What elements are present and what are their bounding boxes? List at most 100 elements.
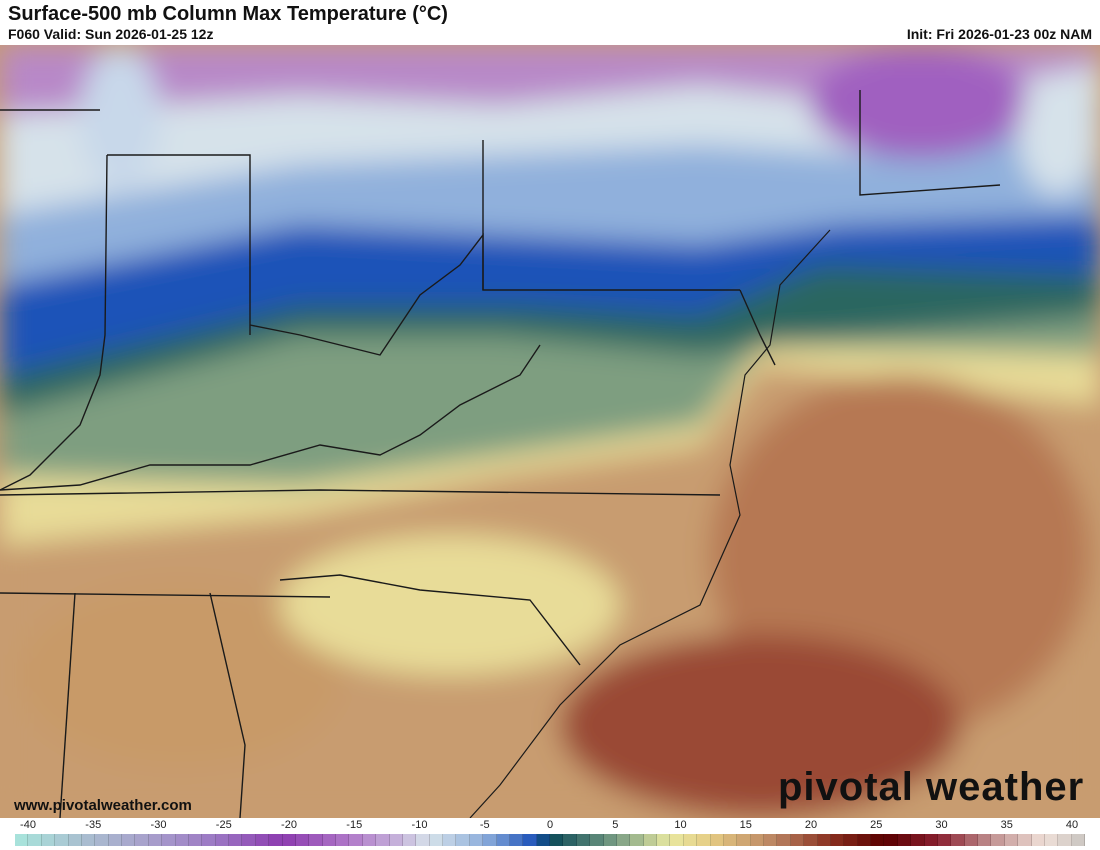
colorbar-swatch (41, 834, 56, 846)
colorbar-swatch (871, 834, 885, 846)
colorbar-swatch (282, 834, 296, 846)
colorbar-swatch (1018, 834, 1032, 846)
colorbar-swatch (683, 834, 698, 846)
colorbar-swatch (81, 834, 96, 846)
colorbar-swatch (429, 834, 443, 846)
colorbar-tick-label: -35 (85, 819, 102, 831)
colorbar-swatch (376, 834, 390, 846)
colorbar-swatch (978, 834, 992, 846)
colorbar-tick-label: -10 (411, 819, 428, 831)
colorbar-tick-label: -20 (281, 819, 297, 831)
colorbar-swatch (857, 834, 871, 846)
colorbar-tick-label: 30 (935, 819, 948, 831)
colorbar-swatch (322, 834, 336, 846)
colorbar-swatch (1044, 834, 1059, 846)
colorbar-swatch (483, 834, 497, 846)
colorbar-swatch (336, 834, 350, 846)
colorbar-tick-label: 35 (1000, 819, 1013, 831)
colorbar-swatch (1031, 834, 1045, 846)
colorbar-swatch (991, 834, 1005, 846)
colorbar-swatch (416, 834, 430, 846)
colorbar-swatch (737, 834, 751, 846)
colorbar-swatch (576, 834, 591, 846)
colorbar-swatch (443, 834, 457, 846)
colorbar-tick-label: -40 (20, 819, 36, 831)
colorbar-swatch (108, 834, 122, 846)
colorbar-swatch (536, 834, 550, 846)
colorbar-swatch (28, 834, 42, 846)
colorbar-swatch (937, 834, 952, 846)
colorbar-swatch (202, 834, 216, 846)
colorbar-swatches (15, 834, 1085, 846)
colorbar-swatch (68, 834, 82, 846)
colorbar-swatch (162, 834, 176, 846)
colorbar-swatch (523, 834, 537, 846)
colorbar-swatch (616, 834, 631, 846)
colorbar-swatch (456, 834, 470, 846)
colorbar-swatch (630, 834, 644, 846)
colorbar-swatch (1004, 834, 1019, 846)
colorbar-swatch (723, 834, 738, 846)
colorbar-swatch (95, 834, 109, 846)
colorbar-tick-label: 25 (870, 819, 883, 831)
colorbar-tick-label: -15 (346, 819, 363, 831)
colorbar-swatch (55, 834, 69, 846)
colorbar-swatch (897, 834, 912, 846)
colorbar-swatch (710, 834, 724, 846)
colorbar-swatch (911, 834, 925, 846)
colorbar-swatch (1058, 834, 1072, 846)
website-watermark: www.pivotalweather.com (14, 797, 192, 814)
colorbar-swatch (697, 834, 711, 846)
colorbar-tick-label: -25 (215, 819, 232, 831)
colorbar-swatch (215, 834, 229, 846)
colorbar-swatch (643, 834, 657, 846)
pivotal-weather-logo: pivotal weather (778, 765, 1085, 809)
colorbar-tick-label: 5 (612, 819, 619, 831)
colorbar-swatch (269, 834, 283, 846)
colorbar-swatch (1071, 834, 1085, 846)
colorbar-swatch (122, 834, 136, 846)
colorbar-tick-label: -30 (150, 819, 167, 831)
colorbar-swatch (15, 834, 29, 846)
colorbar-swatch (830, 834, 845, 846)
coastline (469, 229, 831, 818)
colorbar-swatch (924, 834, 938, 846)
colorbar-ticks: -40 -35 -30 -25 -20 -15 -10 -5 0 5 10 15 20 25 30 35 40 (0, 818, 1100, 832)
colorbar-swatch (964, 834, 978, 846)
colorbar-tick-label: -5 (479, 819, 490, 831)
colorbar-swatch (657, 834, 671, 846)
colorbar-swatch (389, 834, 403, 846)
colorbar-tick-label: 0 (546, 819, 554, 831)
colorbar-swatch (469, 834, 484, 846)
colorbar-swatch (590, 834, 604, 846)
colorbar-tick-label: 10 (674, 819, 687, 831)
temperature-map (0, 45, 1100, 818)
colorbar-swatch (175, 834, 189, 846)
colorbar-swatch (362, 834, 377, 846)
map-title: Surface-500 mb Column Max Temperature (°… (8, 3, 448, 25)
colorbar-swatch (255, 834, 270, 846)
colorbar-swatch (402, 834, 417, 846)
colorbar-swatch (764, 834, 778, 846)
colorbar-swatch (309, 834, 323, 846)
colorbar-tick-label: 40 (1065, 819, 1079, 831)
colorbar-swatch (188, 834, 203, 846)
colorbar-tick-label: 20 (804, 819, 818, 831)
colorbar-swatch (750, 834, 764, 846)
colorbar-swatch (229, 834, 243, 846)
colorbar-swatch (550, 834, 564, 846)
colorbar-swatch (884, 834, 898, 846)
temperature-field (0, 45, 1100, 818)
colorbar-tick-label: 15 (739, 819, 752, 831)
colorbar-swatch (148, 834, 163, 846)
colorbar-swatch (777, 834, 791, 846)
colorbar-swatch (563, 834, 577, 846)
colorbar-swatch (496, 834, 510, 846)
colorbar-swatch (951, 834, 965, 846)
colorbar-swatch (295, 834, 310, 846)
init-time: Init: Fri 2026-01-23 00z NAM (906, 26, 1092, 42)
colorbar-swatch (509, 834, 524, 846)
colorbar-swatch (844, 834, 858, 846)
colorbar-swatch (817, 834, 831, 846)
colorbar-swatch (349, 834, 363, 846)
